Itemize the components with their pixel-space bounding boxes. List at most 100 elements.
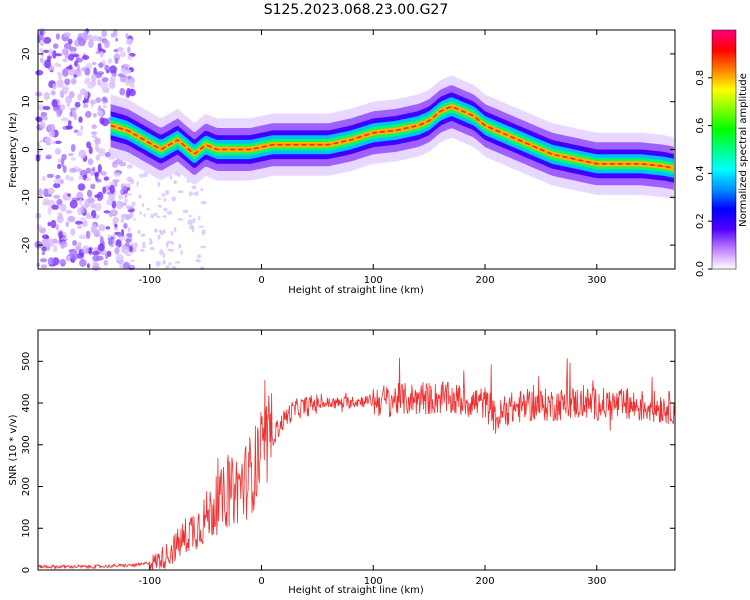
noise-blob — [77, 225, 83, 230]
noise-blob — [89, 99, 98, 105]
snr-marks — [38, 357, 676, 570]
noise-blob — [139, 248, 145, 252]
noise-blob — [116, 233, 123, 237]
snr-x-ticks: -100 0 100 200 300 — [138, 330, 606, 587]
noise-blob — [47, 257, 55, 266]
noise-blob — [84, 90, 89, 99]
noise-blob — [47, 221, 51, 227]
spectrogram-x-axis-label: Height of straight line (km) — [288, 285, 424, 296]
noise-blob — [119, 75, 127, 83]
noise-blob — [51, 204, 59, 210]
noise-blob — [87, 158, 94, 166]
noise-blob — [43, 92, 50, 101]
noise-blob — [51, 140, 57, 145]
noise-blob — [87, 81, 95, 89]
noise-blob — [100, 171, 107, 176]
noise-blob — [97, 151, 106, 157]
noise-blob — [92, 250, 100, 256]
spectrogram-marks — [34, 28, 675, 272]
noise-blob — [61, 117, 69, 122]
spectrogram-y-axis-label: Frequency (Hz) — [8, 112, 19, 188]
noise-blob — [125, 69, 132, 75]
snr-x-axis-label: Height of straight line (km) — [288, 585, 424, 596]
noise-blob — [86, 263, 90, 269]
noise-blob — [70, 144, 76, 152]
noise-blob — [121, 244, 125, 254]
noise-blob — [103, 176, 110, 181]
y-tick-label: 200 — [21, 477, 32, 496]
noise-blob — [195, 259, 201, 263]
noise-blob — [139, 211, 142, 215]
noise-blob — [81, 67, 86, 72]
noise-blob — [119, 87, 126, 96]
noise-blob — [45, 155, 52, 159]
noise-blob — [146, 208, 151, 211]
noise-blob — [128, 193, 132, 196]
noise-blob — [133, 247, 137, 252]
noise-blob — [48, 48, 53, 57]
noise-blob — [162, 253, 166, 258]
noise-blob — [141, 245, 147, 248]
noise-blob — [69, 248, 78, 257]
noise-blob — [57, 163, 62, 170]
noise-blob — [119, 51, 127, 58]
noise-blob — [83, 202, 89, 209]
noise-blob — [58, 230, 63, 239]
ridge-band — [110, 101, 674, 175]
noise-blob — [85, 167, 91, 174]
noise-blob — [82, 103, 89, 108]
noise-blob — [64, 78, 71, 86]
x-tick-label: 200 — [475, 576, 494, 587]
noise-blob — [63, 32, 71, 38]
noise-blob — [195, 190, 199, 196]
noise-blob — [127, 46, 131, 54]
noise-blob — [94, 172, 99, 181]
noise-blob — [101, 96, 108, 102]
noise-blob — [116, 256, 124, 261]
snr-y-ticks: 0 100 200 300 400 500 — [21, 352, 675, 573]
colorbar-tick-label: 0.6 — [695, 118, 706, 134]
noise-blob — [97, 164, 102, 173]
noise-blob — [65, 221, 70, 228]
noise-blob — [126, 164, 133, 169]
noise-blob — [67, 38, 73, 45]
noise-blob — [129, 245, 133, 252]
noise-blob — [127, 78, 134, 87]
noise-blob — [110, 32, 114, 38]
noise-blob — [52, 83, 57, 90]
snr-y-axis-label: SNR (10 * v/v) — [8, 414, 19, 485]
noise-blob — [94, 202, 102, 211]
noise-blob — [53, 177, 62, 184]
noise-blob — [68, 91, 75, 99]
noise-blob — [131, 201, 136, 207]
noise-blob — [95, 154, 101, 161]
noise-blob — [42, 115, 48, 121]
noise-blob — [177, 218, 184, 221]
y-tick-label: 20 — [21, 48, 32, 61]
noise-blob — [101, 29, 107, 38]
noise-blob — [57, 212, 63, 220]
noise-blob — [162, 259, 166, 265]
noise-blob — [79, 258, 87, 267]
x-tick-label: 100 — [364, 576, 383, 587]
noise-blob — [61, 153, 67, 161]
noise-blob — [159, 249, 164, 256]
ridge-band — [110, 97, 674, 178]
noise-blob — [63, 42, 72, 50]
noise-blob — [117, 46, 124, 52]
noise-blob — [67, 193, 71, 197]
noise-blob — [201, 229, 206, 236]
noise-blob — [35, 91, 43, 97]
noise-blob — [84, 77, 91, 82]
noise-blob — [107, 58, 113, 64]
noise-blob — [43, 36, 52, 44]
snr-frame — [37, 329, 676, 571]
noise-blob — [77, 183, 86, 191]
noise-blob — [44, 137, 52, 144]
noise-blob — [91, 124, 97, 130]
noise-blob — [44, 59, 52, 69]
noise-blob — [140, 233, 146, 237]
noise-blob — [104, 64, 110, 72]
noise-blob — [177, 172, 181, 178]
